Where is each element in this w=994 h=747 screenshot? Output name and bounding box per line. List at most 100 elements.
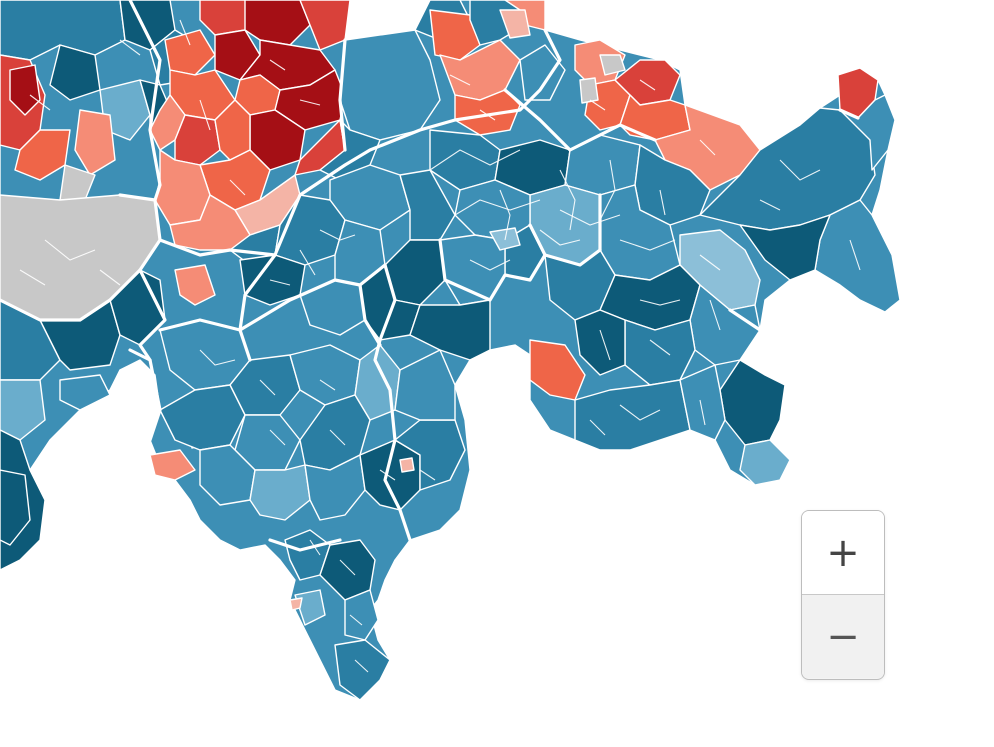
canton-border [358, 283, 382, 347]
municipality-border [759, 199, 781, 211]
municipality-borders [19, 19, 861, 673]
municipality-border [699, 139, 716, 156]
canton-border [728, 308, 762, 332]
canton-border [268, 538, 342, 552]
map-region[interactable] [409, 299, 491, 361]
municipality-border [699, 254, 721, 271]
municipality-border [99, 269, 121, 286]
canton-border [138, 268, 167, 362]
map-region[interactable] [249, 464, 311, 521]
municipality-border [299, 99, 321, 106]
municipality-border [639, 79, 656, 91]
municipality-border [269, 59, 286, 71]
municipality-border [354, 659, 369, 673]
municipality-border [229, 179, 246, 196]
municipality-border [709, 299, 721, 331]
canton-border [158, 28, 562, 257]
municipality-border [29, 94, 51, 111]
municipality-border [599, 329, 611, 361]
map-region[interactable] [599, 54, 626, 76]
zoom-out-button[interactable]: − [802, 595, 884, 678]
map-region[interactable] [519, 44, 566, 101]
canton-border [238, 253, 277, 362]
municipality-border [649, 339, 671, 356]
municipality-border [539, 229, 581, 246]
map-region[interactable] [9, 64, 41, 116]
zoom-in-button[interactable]: + [802, 511, 884, 595]
municipality-border [619, 239, 676, 251]
map-regions [0, 0, 901, 701]
municipality-border [429, 149, 521, 171]
map-region[interactable] [394, 349, 456, 421]
municipality-border [179, 19, 191, 46]
municipality-border [44, 239, 96, 261]
municipality-border [199, 99, 211, 131]
map-region[interactable] [74, 109, 116, 176]
municipality-border [299, 249, 316, 276]
map-region[interactable] [334, 639, 391, 701]
municipality-border [329, 429, 346, 446]
map-region[interactable] [579, 77, 599, 104]
map-region[interactable] [59, 374, 111, 411]
municipality-border [639, 299, 681, 306]
map-region[interactable] [0, 379, 46, 441]
municipality-border [559, 169, 576, 231]
municipality-border [259, 379, 276, 396]
municipality-border [269, 279, 291, 286]
canton-border [338, 38, 347, 152]
map-region[interactable] [739, 439, 791, 486]
municipality-border [199, 349, 236, 366]
map-region[interactable] [839, 94, 896, 171]
map-region[interactable] [299, 0, 351, 51]
municipality-border [339, 559, 356, 576]
map-region[interactable] [174, 264, 216, 306]
map-region[interactable] [159, 384, 246, 451]
map-region[interactable] [289, 597, 303, 611]
map-region[interactable] [499, 9, 531, 39]
map-region[interactable] [164, 29, 216, 76]
municipality-border [269, 429, 286, 446]
municipality-border [619, 404, 661, 421]
map-region[interactable] [344, 589, 379, 641]
canton-border [838, 108, 860, 120]
municipality-border [349, 614, 363, 626]
canton-border [503, 88, 657, 152]
map-region[interactable] [429, 9, 481, 61]
map-region[interactable] [574, 309, 626, 376]
municipality-border [449, 74, 471, 86]
map-region[interactable] [149, 449, 196, 481]
map-region[interactable] [454, 89, 521, 136]
municipality-border [849, 239, 861, 271]
municipality-border [589, 99, 606, 111]
map-region[interactable] [739, 214, 831, 281]
canton-border [118, 0, 162, 202]
municipality-border [659, 189, 666, 216]
municipality-border [599, 159, 616, 221]
municipality-border [589, 419, 606, 436]
municipality-border [319, 379, 336, 391]
canton-border [128, 348, 162, 442]
municipality-border [469, 259, 511, 271]
canton-border [373, 263, 412, 542]
municipality-border [319, 229, 356, 241]
map-region[interactable] [679, 364, 726, 441]
map-region[interactable] [399, 457, 415, 473]
municipality-border [454, 199, 541, 216]
map-region[interactable] [49, 44, 101, 101]
municipality-border [119, 39, 141, 56]
canton-border [528, 223, 547, 257]
map-region[interactable] [14, 129, 71, 181]
map-region[interactable] [0, 469, 31, 546]
municipality-border [559, 209, 621, 226]
municipality-border [19, 269, 46, 286]
map-region[interactable] [624, 319, 696, 386]
municipality-border [699, 399, 706, 426]
zoom-control: + − [801, 510, 885, 680]
canton-borders [0, 0, 858, 550]
canton-border [438, 238, 602, 302]
municipality-border [499, 189, 511, 241]
municipality-border [419, 469, 436, 481]
municipality-border [779, 159, 821, 181]
